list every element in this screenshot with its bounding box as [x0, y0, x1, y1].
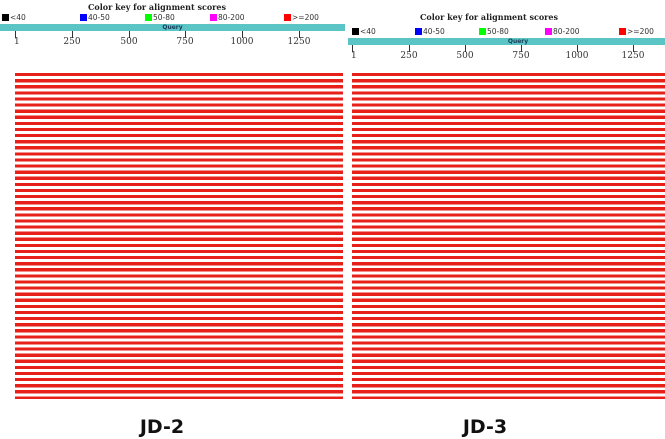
- legend-item-80-200: 80-200: [210, 13, 245, 22]
- legend-swatch-blue: [80, 14, 87, 21]
- axis-tick: [633, 45, 634, 52]
- color-key-legend: <40 40-50 50-80 80-200 >=200: [2, 13, 342, 22]
- axis-tick: [409, 45, 410, 52]
- legend-swatch-green: [145, 14, 152, 21]
- legend-item-40-50: 40-50: [80, 13, 110, 22]
- query-label: Query: [162, 24, 183, 31]
- legend-swatch-red: [619, 28, 626, 35]
- axis-tick-label: 1250: [287, 37, 311, 47]
- axis-tick-label: 250: [63, 37, 81, 47]
- legend-item-40-50: 40-50: [415, 27, 445, 36]
- axis-tick-label: 1: [351, 51, 357, 61]
- panel-label-jd2: JD-2: [139, 416, 185, 438]
- axis-tick-label: 250: [400, 51, 418, 61]
- legend-item-lt40: <40: [352, 27, 376, 36]
- legend-item-50-80: 50-80: [479, 27, 509, 36]
- legend-item-gte200: >=200: [619, 27, 654, 36]
- color-key-title: Color key for alignment scores: [420, 12, 558, 22]
- legend-swatch-magenta: [545, 28, 552, 35]
- axis-tick-label: 1: [14, 37, 20, 47]
- alignment-hits[interactable]: [352, 73, 665, 399]
- axis-tick-label: 750: [512, 51, 530, 61]
- alignment-hits[interactable]: [15, 73, 343, 399]
- legend-swatch-black: [352, 28, 359, 35]
- axis-tick: [521, 45, 522, 52]
- axis-tick: [185, 31, 186, 38]
- query-bar: [348, 38, 665, 45]
- axis-tick-label: 500: [456, 51, 474, 61]
- blast-panel-jd2: Color key for alignment scores <40 40-50…: [0, 2, 345, 438]
- legend-item-80-200: 80-200: [545, 27, 580, 36]
- query-label: Query: [507, 38, 529, 45]
- blast-panel-jd3: Color key for alignment scores <40 40-50…: [348, 0, 665, 439]
- legend-swatch-red: [284, 14, 291, 21]
- legend-item-50-80: 50-80: [145, 13, 175, 22]
- panel-label-jd3: JD-3: [462, 416, 508, 438]
- axis-tick: [352, 45, 353, 52]
- legend-swatch-black: [2, 14, 9, 21]
- color-key-title: Color key for alignment scores: [88, 2, 226, 12]
- axis-tick: [15, 31, 16, 38]
- legend-swatch-magenta: [210, 14, 217, 21]
- color-key-legend: <40 40-50 50-80 80-200 >=200: [352, 27, 665, 36]
- query-bar: [0, 24, 345, 31]
- axis-tick: [465, 45, 466, 52]
- axis-tick-label: 1250: [621, 51, 645, 61]
- legend-item-lt40: <40: [2, 13, 26, 22]
- axis-tick-label: 750: [176, 37, 194, 47]
- axis-tick-label: 1000: [565, 51, 589, 61]
- legend-swatch-green: [479, 28, 486, 35]
- axis-tick-label: 500: [120, 37, 138, 47]
- axis-tick: [577, 45, 578, 52]
- axis-tick: [299, 31, 300, 38]
- legend-item-gte200: >=200: [284, 13, 319, 22]
- axis-tick-label: 1000: [230, 37, 254, 47]
- axis-tick: [242, 31, 243, 38]
- legend-swatch-blue: [415, 28, 422, 35]
- axis-tick: [72, 31, 73, 38]
- axis-tick: [129, 31, 130, 38]
